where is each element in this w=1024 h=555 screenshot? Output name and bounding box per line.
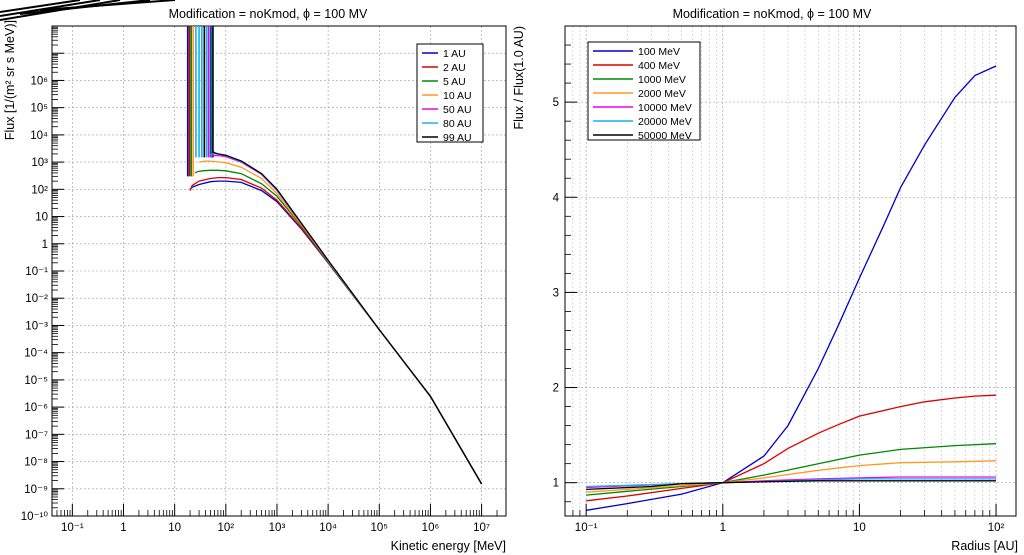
- left-y-tick-label: 10⁻³: [25, 320, 48, 332]
- right-y-axis-label: Flux / Flux(1.0 AU): [512, 26, 526, 130]
- left-x-tick-label: 10⁴: [319, 522, 337, 534]
- right-legend-label: 100 MeV: [638, 46, 680, 58]
- right-y-tick-label: 5: [553, 97, 559, 109]
- left-y-tick-label: 10⁻⁵: [24, 375, 48, 387]
- right-y-tick-label: 1: [553, 478, 559, 490]
- left-legend-box: [416, 43, 484, 143]
- left-legend: 1 AU 2 AU 5 AU 10 AU 50 AU 80 AU 99 AU: [416, 43, 484, 144]
- left-gridlines: [52, 25, 506, 517]
- left-series-line-5-au: [194, 169, 483, 485]
- left-plot-frame: [51, 25, 507, 517]
- left-legend-label: 10 AU: [443, 90, 472, 102]
- right-legend-label: 50000 MeV: [638, 130, 692, 142]
- left-series-line-1-au: [189, 180, 483, 485]
- left-x-tick-label: 10⁷: [473, 522, 490, 534]
- right-legend-label: 20000 MeV: [638, 116, 692, 128]
- right-legend-label: 10000 MeV: [638, 102, 692, 114]
- left-legend-label: 2 AU: [443, 62, 466, 74]
- right-legend-label: 2000 MeV: [638, 88, 686, 100]
- right-x-tick-label: 10: [853, 522, 866, 534]
- left-series-line-99-au: [212, 150, 483, 485]
- left-top-diagonals: [0, 0, 176, 21]
- left-chart-title: Modification = noKmod, ϕ = 100 MV: [169, 7, 368, 21]
- left-x-tick-label: 10⁵: [371, 522, 389, 534]
- left-legend-label: 99 AU: [443, 132, 472, 144]
- right-x-tick-label: 1: [720, 522, 726, 534]
- left-series-line-10-au: [198, 160, 483, 485]
- right-series-line-100-mev: [586, 65, 997, 511]
- right-series-line-50000-mev: [586, 480, 996, 491]
- left-series-group: [186, 26, 483, 485]
- left-x-tick-label: 1: [120, 522, 126, 534]
- left-y-tick-label: 10⁻⁶: [24, 402, 48, 414]
- left-y-tick-label: 10⁻⁴: [24, 348, 48, 360]
- right-x-tick-label: 10⁻¹: [575, 522, 598, 534]
- left-y-tick-label: 10: [35, 212, 48, 224]
- right-legend: 100 MeV 400 MeV 1000 MeV 2000 MeV 10000 MeV 2…: [587, 41, 701, 142]
- left-y-tick-label: 10⁵: [30, 103, 48, 115]
- right-series-line-1000-mev: [586, 443, 997, 496]
- left-legend-label: 5 AU: [443, 76, 466, 88]
- left-y-tick-label: 10⁻⁷: [25, 429, 48, 441]
- right-x-axis-label: Radius [AU]: [951, 539, 1018, 553]
- left-y-tick-label: 10³: [31, 157, 48, 169]
- left-series-line-2-au: [189, 176, 483, 485]
- left-x-tick-label: 10³: [269, 522, 286, 534]
- left-legend-label: 50 AU: [443, 104, 472, 116]
- right-plot-frame: [564, 25, 1017, 517]
- right-legend-box: [587, 41, 701, 141]
- right-ticks: 10⁻¹ 1 10 10² 1 2 3 4 5: [553, 44, 1005, 534]
- left-y-axis-label: Flux [1/(m² sr s MeV)]: [3, 20, 17, 140]
- left-y-tick-label: 10⁻¹: [25, 266, 48, 278]
- left-x-tick-label: 10: [168, 522, 181, 534]
- left-x-tick-label: 10⁶: [422, 522, 440, 534]
- diagonal-line: [39, 0, 176, 11]
- left-y-tick-label: 10⁻¹⁰: [21, 511, 49, 523]
- right-x-tick-label: 10²: [988, 522, 1005, 534]
- left-ticks: 10⁻¹ 1 10 10² 10³ 10⁴ 10⁵ 10⁶ 10⁷ 10⁻¹⁰ 10⁻⁹ 10⁻⁸ 10…: [21, 25, 498, 534]
- left-y-tick-label: 10²: [31, 184, 48, 196]
- left-y-tick-label: 10⁴: [30, 130, 48, 142]
- right-chart-title: Modification = noKmod, ϕ = 100 MV: [673, 7, 872, 21]
- left-series-line-50-au: [210, 154, 483, 485]
- right-series-line-2000-mev: [586, 460, 997, 493]
- right-legend-label: 1000 MeV: [638, 74, 686, 86]
- right-y-tick-label: 4: [553, 192, 560, 204]
- left-y-tick-label: 10⁻²: [25, 293, 48, 305]
- right-y-tick-label: 2: [553, 383, 559, 395]
- diagonal-line: [0, 0, 101, 17]
- right-series-line-400-mev: [586, 394, 997, 502]
- left-x-axis-label: Kinetic energy [MeV]: [391, 539, 506, 553]
- diagonal-line: [0, 0, 81, 13]
- left-y-tick-label: 10⁻⁸: [24, 457, 48, 469]
- left-x-tick-label: 10⁻¹: [61, 522, 84, 534]
- right-y-tick-label: 3: [553, 287, 559, 299]
- left-x-tick-label: 10²: [218, 522, 235, 534]
- left-y-tick-label: 10⁶: [30, 75, 48, 87]
- left-legend-label: 80 AU: [443, 118, 472, 130]
- left-legend-label: 1 AU: [443, 48, 466, 60]
- right-series-group: [586, 65, 997, 511]
- right-legend-label: 400 MeV: [638, 60, 680, 72]
- left-y-tick-label: 10⁻⁹: [24, 484, 48, 496]
- left-y-tick-label: 1: [42, 239, 48, 251]
